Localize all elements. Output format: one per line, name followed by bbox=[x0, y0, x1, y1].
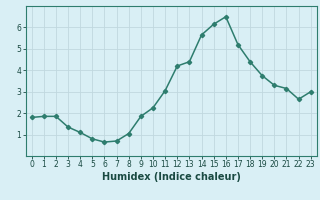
X-axis label: Humidex (Indice chaleur): Humidex (Indice chaleur) bbox=[102, 172, 241, 182]
